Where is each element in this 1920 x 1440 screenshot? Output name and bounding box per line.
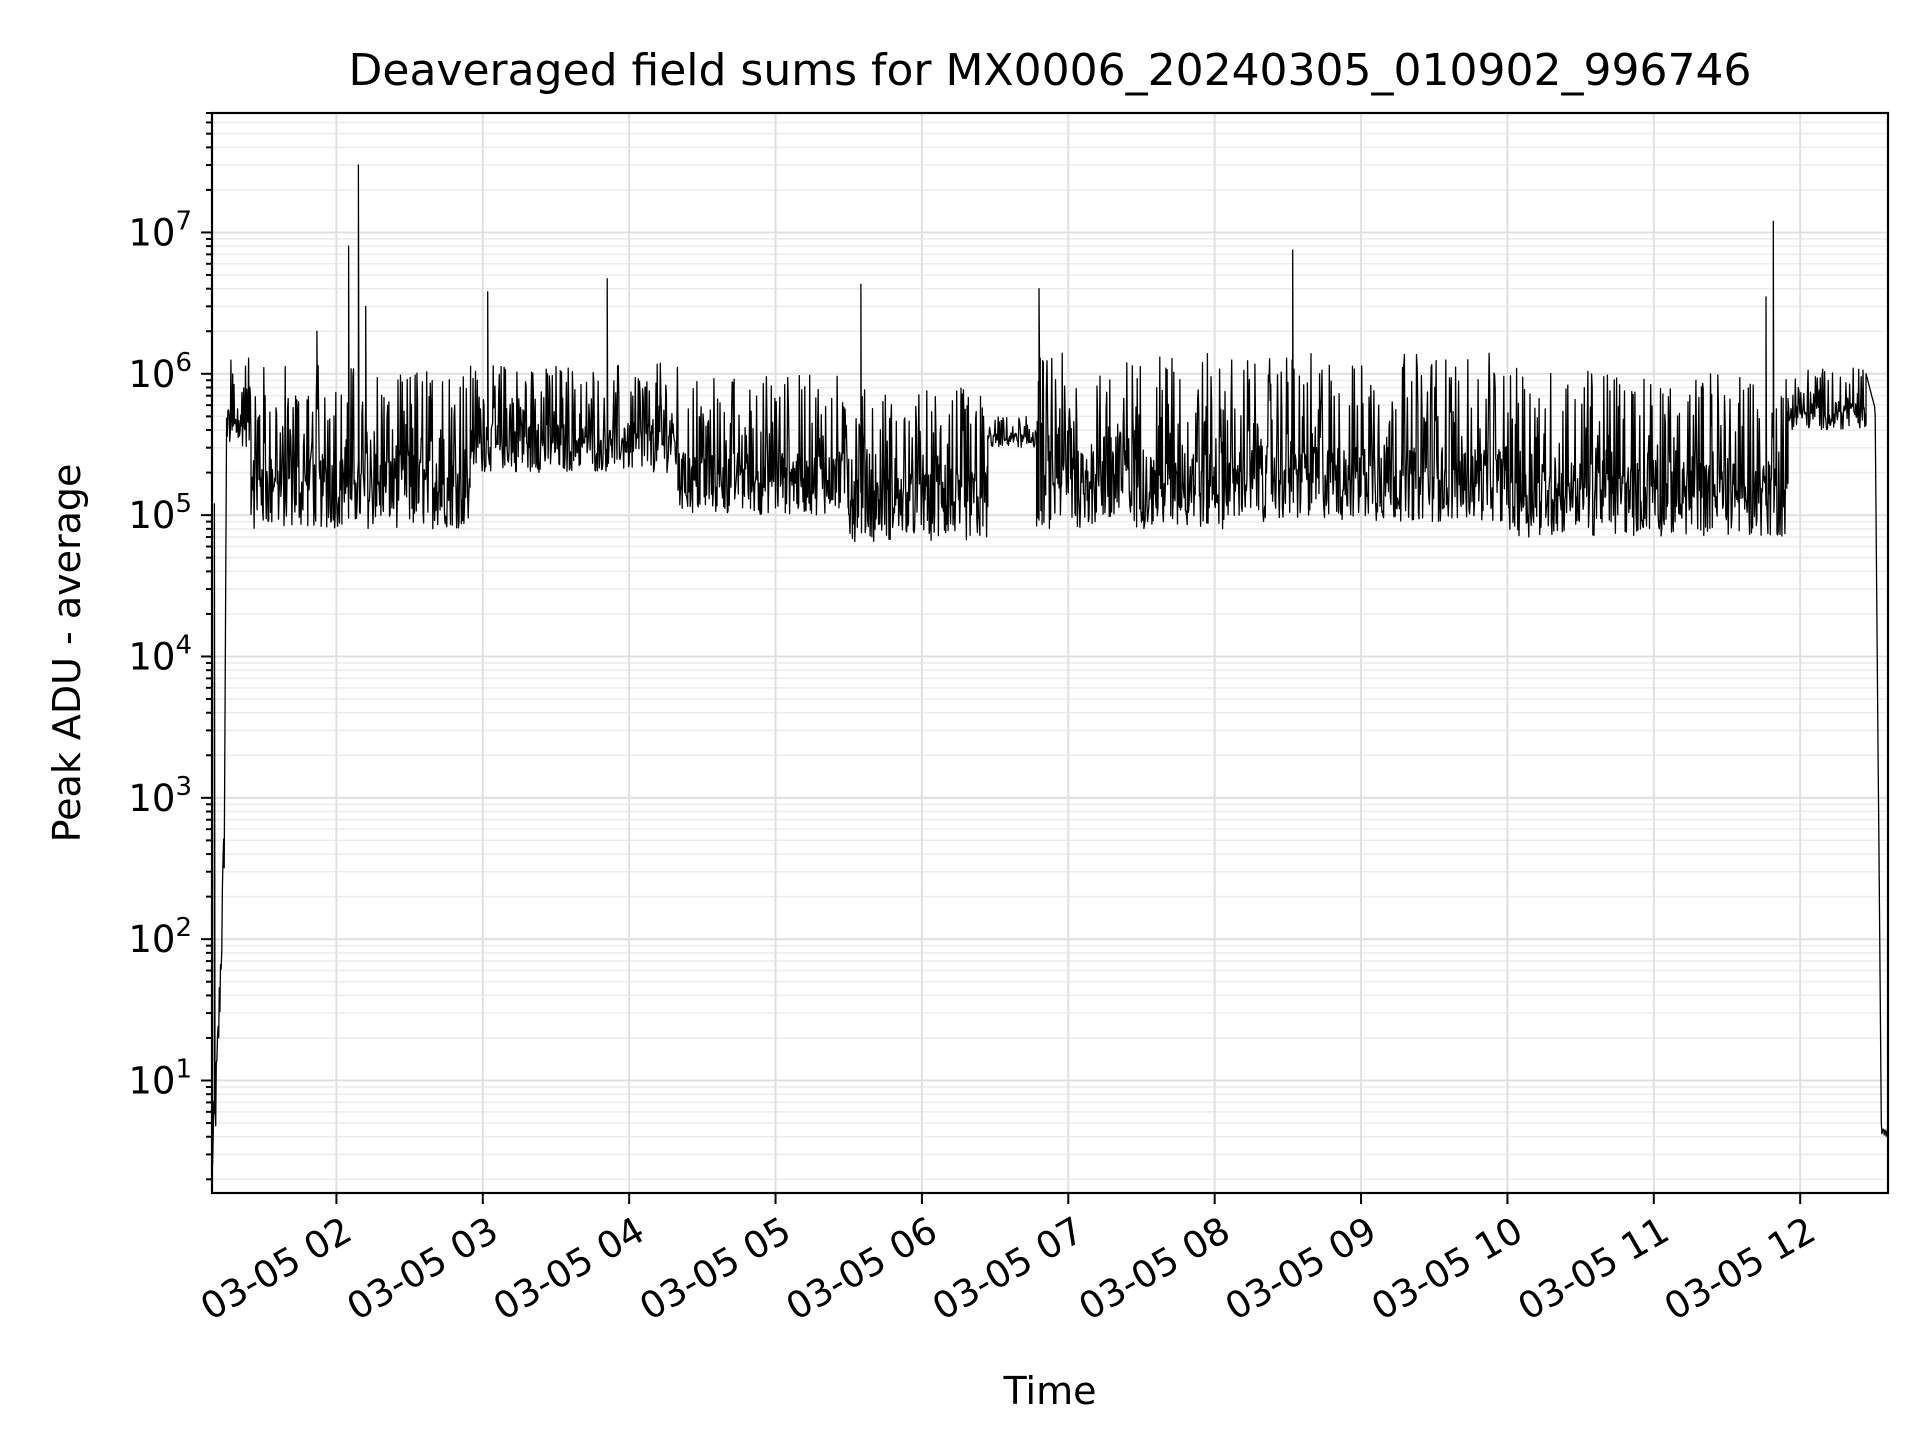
y-tick-label: 106 [128, 348, 192, 396]
x-tick-label: 03-05 06 [779, 1209, 945, 1329]
y-tick-label-exponent: 3 [175, 772, 192, 802]
y-tick-label-exponent: 7 [175, 206, 192, 236]
x-tick-label: 03-05 11 [1511, 1209, 1677, 1329]
x-tick-label: 03-05 03 [340, 1209, 506, 1329]
x-tick-label: 03-05 07 [925, 1209, 1091, 1329]
y-tick-label-exponent: 5 [175, 489, 192, 519]
y-tick-label-base: 10 [128, 494, 175, 537]
y-tick-label-base: 10 [128, 1060, 175, 1103]
y-tick-label: 102 [128, 913, 192, 961]
y-tick-label: 107 [128, 206, 192, 254]
x-axis-label: Time [1003, 1369, 1097, 1413]
y-tick-label-base: 10 [128, 635, 175, 678]
y-tick-label-base: 10 [128, 918, 175, 961]
x-tick-label: 03-05 10 [1364, 1209, 1530, 1329]
y-tick-label-exponent: 2 [175, 913, 192, 943]
plot-frame [210, 111, 1890, 1195]
y-axis-label: Peak ADU - average [45, 464, 89, 843]
grid [212, 112, 1888, 1193]
x-tick-label: 03-05 04 [486, 1209, 652, 1329]
x-tick-label: 03-05 05 [632, 1209, 798, 1329]
y-tick-label-exponent: 1 [175, 1055, 192, 1085]
y-tick-label: 101 [128, 1055, 192, 1103]
x-tick-label: 03-05 02 [193, 1209, 359, 1329]
y-tick-label: 104 [128, 630, 192, 678]
chart-title: Deaveraged field sums for MX0006_2024030… [349, 45, 1752, 96]
y-tick-label-exponent: 6 [175, 348, 192, 378]
y-tick-label-base: 10 [128, 777, 175, 820]
y-tick-label-base: 10 [128, 211, 175, 254]
y-tick-label-base: 10 [128, 353, 175, 396]
y-tick-label: 103 [128, 772, 192, 820]
data-series [211, 164, 1889, 1166]
x-tick-label: 03-05 12 [1657, 1209, 1823, 1329]
x-tick-label: 03-05 08 [1072, 1209, 1238, 1329]
y-tick-label-exponent: 4 [175, 630, 192, 660]
x-tick-label: 03-05 09 [1218, 1209, 1384, 1329]
y-tick-label: 105 [128, 489, 192, 537]
series-line [211, 164, 1889, 1166]
